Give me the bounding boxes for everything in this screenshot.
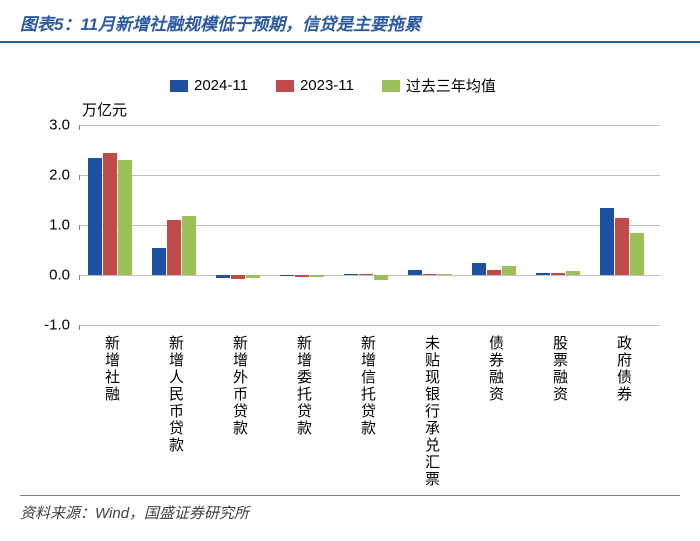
y-tick-mark [79, 175, 80, 180]
bar [536, 273, 550, 276]
legend-swatch [382, 80, 400, 92]
bar [566, 271, 580, 275]
x-tick-label: 新增信托贷款 [357, 335, 378, 437]
plot-area [80, 125, 660, 325]
bar [88, 158, 102, 276]
chart-title: 图表5：11月新增社融规模低于预期，信贷是主要拖累 [20, 15, 421, 34]
bar [438, 274, 452, 275]
bar [359, 274, 373, 275]
bar [408, 270, 422, 275]
y-tick-label: -1.0 [20, 317, 70, 334]
source-text: Wind，国盛证券研究所 [95, 505, 249, 522]
bar [344, 274, 358, 275]
figure-container: 图表5：11月新增社融规模低于预期，信贷是主要拖累 2024-11 2023-11… [0, 0, 700, 541]
bar [246, 275, 260, 278]
x-tick-label: 未贴现银行承兑汇票 [421, 335, 442, 488]
y-tick-label: 0.0 [20, 267, 70, 284]
bar [502, 266, 516, 275]
x-tick-label: 政府债券 [613, 335, 634, 403]
x-tick-label: 新增社融 [101, 335, 122, 403]
source-label: 资料来源： [20, 505, 95, 522]
source-footer: 资料来源：Wind，国盛证券研究所 [20, 495, 680, 523]
bar [487, 270, 501, 275]
bar [551, 273, 565, 276]
bar [103, 153, 117, 276]
bar [423, 274, 437, 275]
bar [374, 275, 388, 280]
chart-area: 2024-11 2023-11 过去三年均值 万亿元 -1.0 0.0 1.0 2.0 3.… [20, 63, 680, 483]
bar [600, 208, 614, 276]
title-main: 11月新增社融规模低于预期，信贷是主要拖累 [80, 15, 421, 34]
title-prefix: 图表5： [20, 15, 80, 34]
bar [615, 218, 629, 276]
legend-item: 过去三年均值 [382, 75, 496, 96]
legend-item: 2024-11 [170, 75, 248, 96]
y-axis-title: 万亿元 [82, 99, 127, 120]
y-tick-mark [79, 325, 80, 330]
legend-swatch [276, 80, 294, 92]
y-tick-label: 1.0 [20, 217, 70, 234]
x-tick-label: 新增外币贷款 [229, 335, 250, 437]
y-tick-mark [79, 275, 80, 280]
x-tick-label: 新增人民币贷款 [165, 335, 186, 454]
title-bar: 图表5：11月新增社融规模低于预期，信贷是主要拖累 [0, 0, 700, 43]
y-tick-mark [79, 125, 80, 130]
bar [216, 275, 230, 278]
legend-swatch [170, 80, 188, 92]
gridline [80, 325, 660, 326]
y-tick-label: 3.0 [20, 117, 70, 134]
bar [295, 275, 309, 277]
bar [630, 233, 644, 276]
bars-layer [80, 125, 660, 325]
bar [472, 263, 486, 276]
bar [118, 160, 132, 275]
bar [310, 275, 324, 277]
legend: 2024-11 2023-11 过去三年均值 [170, 75, 496, 96]
legend-label: 2024-11 [194, 77, 248, 94]
x-tick-label: 新增委托贷款 [293, 335, 314, 437]
bar [280, 275, 294, 276]
legend-item: 2023-11 [276, 75, 354, 96]
legend-label: 过去三年均值 [406, 75, 496, 96]
legend-label: 2023-11 [300, 77, 354, 94]
x-tick-label: 债券融资 [485, 335, 506, 403]
bar [231, 275, 245, 279]
bar [167, 220, 181, 275]
x-tick-label: 股票融资 [549, 335, 570, 403]
y-tick-label: 2.0 [20, 167, 70, 184]
bar [152, 248, 166, 276]
y-tick-mark [79, 225, 80, 230]
bar [182, 216, 196, 275]
